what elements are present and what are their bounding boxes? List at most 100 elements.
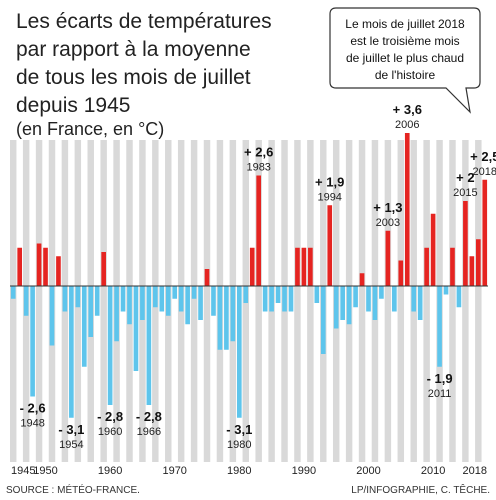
bar-1978 xyxy=(224,286,229,350)
bar-2012 xyxy=(443,286,449,295)
value-label-2018: + 2,5 xyxy=(470,149,496,164)
value-label-2003: + 1,3 xyxy=(373,200,402,215)
year-label-2011: 2011 xyxy=(428,388,452,400)
bar-1971 xyxy=(178,286,184,312)
year-stripe xyxy=(397,140,405,462)
chart-title: Les écarts de températures par rapport à… xyxy=(16,10,272,117)
year-stripe xyxy=(190,140,198,462)
bar-2005 xyxy=(398,260,404,286)
year-label-1994: 1994 xyxy=(317,191,341,203)
bar-2017 xyxy=(475,239,481,286)
bar-2008 xyxy=(417,286,423,320)
year-stripe xyxy=(35,140,43,462)
year-label-2018: 2018 xyxy=(473,166,496,178)
value-label-1983: + 2,6 xyxy=(244,145,273,160)
bar-1990 xyxy=(301,247,307,286)
bar-1989 xyxy=(295,247,300,286)
bar-1988 xyxy=(288,286,294,312)
bar-1994 xyxy=(327,205,333,286)
x-tick-1960: 1960 xyxy=(98,465,122,477)
x-tick-1970: 1970 xyxy=(162,465,186,477)
callout-bubble: Le mois de juillet 2018 est le troisième… xyxy=(329,7,481,114)
year-label-1960: 1960 xyxy=(98,426,122,438)
bar-1961 xyxy=(114,286,119,342)
year-stripe xyxy=(462,140,469,462)
bar-1996 xyxy=(340,286,345,320)
year-stripe xyxy=(449,140,456,462)
bar-1950 xyxy=(43,247,48,286)
x-tick-2010: 2010 xyxy=(421,465,445,477)
title-line: Les écarts de températures xyxy=(16,10,272,33)
bar-1951 xyxy=(49,286,55,346)
title-line: de tous les mois de juillet xyxy=(16,66,251,89)
bar-2006 xyxy=(404,133,410,286)
bar-1958 xyxy=(94,286,100,316)
year-stripe xyxy=(10,140,17,462)
bar-1979 xyxy=(230,286,236,342)
bar-1956 xyxy=(81,286,87,367)
value-label-2011: - 1,9 xyxy=(427,371,453,386)
year-stripe xyxy=(384,140,392,462)
title-line: par rapport à la moyenne xyxy=(16,38,251,61)
year-stripe xyxy=(100,140,107,462)
bar-2001 xyxy=(372,286,378,320)
year-label-1983: 1983 xyxy=(246,162,270,174)
bar-1960 xyxy=(107,286,113,405)
value-label-1994: + 1,9 xyxy=(315,174,344,189)
bar-1982 xyxy=(249,247,255,286)
bar-1975 xyxy=(204,269,210,286)
bar-1985 xyxy=(269,286,274,312)
year-label-2015: 2015 xyxy=(453,187,477,199)
x-tick-2000: 2000 xyxy=(356,465,380,477)
bar-2016 xyxy=(469,256,475,286)
bar-1993 xyxy=(320,286,326,354)
year-label-1954: 1954 xyxy=(59,439,83,451)
bar-1955 xyxy=(75,286,81,308)
year-stripe xyxy=(307,140,314,462)
bar-1970 xyxy=(172,286,178,299)
year-stripe xyxy=(294,140,301,462)
bar-2009 xyxy=(424,247,429,286)
bar-1973 xyxy=(191,286,197,299)
year-label-1948: 1948 xyxy=(20,418,44,430)
bar-1952 xyxy=(56,256,61,286)
year-label-1966: 1966 xyxy=(137,426,161,438)
bar-1980 xyxy=(236,286,242,418)
bar-1974 xyxy=(198,286,203,320)
bar-1968 xyxy=(159,286,165,312)
bar-2018 xyxy=(482,179,488,286)
bar-2010 xyxy=(430,213,436,286)
bar-1987 xyxy=(282,286,287,312)
bar-1962 xyxy=(120,286,126,312)
credit-note: LP/INFOGRAPHIE, C. TÊCHE. xyxy=(351,483,490,496)
bar-1991 xyxy=(308,247,313,286)
bar-1984 xyxy=(262,286,268,312)
bar-1948 xyxy=(30,286,35,397)
callout-line: de l'histoire xyxy=(375,68,436,82)
x-tick-1980: 1980 xyxy=(227,465,251,477)
bar-2004 xyxy=(392,286,397,312)
x-tick-2018: 2018 xyxy=(463,465,487,477)
bar-2000 xyxy=(366,286,371,312)
bar-1992 xyxy=(314,286,320,303)
value-label-2015: + 2 xyxy=(456,170,474,185)
bar-1949 xyxy=(36,243,42,286)
bar-1966 xyxy=(146,286,152,405)
bar-1964 xyxy=(133,286,139,371)
value-label-1966: - 2,8 xyxy=(136,409,162,424)
x-tick-1990: 1990 xyxy=(292,465,316,477)
source-note: SOURCE : MÉTÉO-FRANCE. xyxy=(6,483,140,496)
callout-shape xyxy=(329,7,481,114)
data-labels: - 2,6 1948 - 3,1 1954 - 2,8 1960 - 2,8 1966 - 3,… xyxy=(20,102,496,451)
bar-2014 xyxy=(456,286,462,308)
bar-1999 xyxy=(359,273,365,286)
bar-1965 xyxy=(140,286,145,320)
bar-1983 xyxy=(256,175,262,286)
year-stripe xyxy=(358,140,366,462)
bar-2011 xyxy=(437,286,442,367)
bar-1967 xyxy=(153,286,158,308)
bar-1986 xyxy=(275,286,281,303)
value-label-1948: - 2,6 xyxy=(20,401,46,416)
